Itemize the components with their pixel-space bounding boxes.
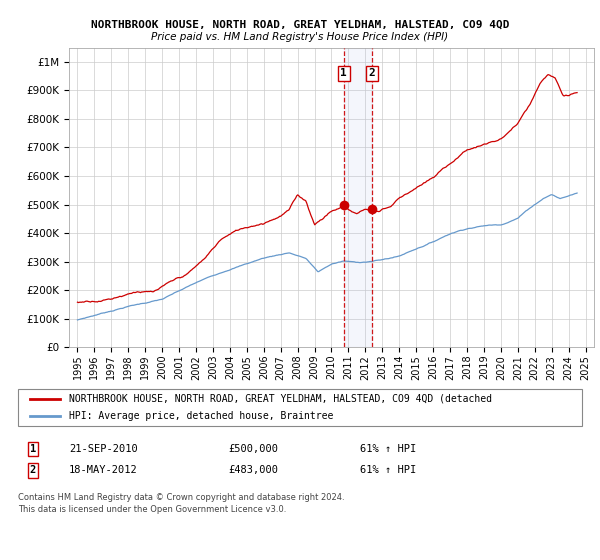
Text: £500,000: £500,000 — [228, 444, 278, 454]
Text: £483,000: £483,000 — [228, 465, 278, 475]
Text: 61% ↑ HPI: 61% ↑ HPI — [360, 465, 416, 475]
Text: This data is licensed under the Open Government Licence v3.0.: This data is licensed under the Open Gov… — [18, 505, 286, 514]
Text: NORTHBROOK HOUSE, NORTH ROAD, GREAT YELDHAM, HALSTEAD, CO9 4QD: NORTHBROOK HOUSE, NORTH ROAD, GREAT YELD… — [91, 20, 509, 30]
Text: 2: 2 — [30, 465, 36, 475]
Text: 1: 1 — [30, 444, 36, 454]
Bar — [344, 48, 372, 347]
Text: 18-MAY-2012: 18-MAY-2012 — [69, 465, 138, 475]
Text: NORTHBROOK HOUSE, NORTH ROAD, GREAT YELDHAM, HALSTEAD, CO9 4QD (detached: NORTHBROOK HOUSE, NORTH ROAD, GREAT YELD… — [69, 394, 492, 404]
Text: 61% ↑ HPI: 61% ↑ HPI — [360, 444, 416, 454]
Text: Contains HM Land Registry data © Crown copyright and database right 2024.: Contains HM Land Registry data © Crown c… — [18, 493, 344, 502]
Text: 2: 2 — [368, 68, 375, 78]
Text: 1: 1 — [340, 68, 347, 78]
Text: Price paid vs. HM Land Registry's House Price Index (HPI): Price paid vs. HM Land Registry's House … — [151, 32, 449, 43]
Text: 21-SEP-2010: 21-SEP-2010 — [69, 444, 138, 454]
Text: HPI: Average price, detached house, Braintree: HPI: Average price, detached house, Brai… — [69, 410, 334, 421]
